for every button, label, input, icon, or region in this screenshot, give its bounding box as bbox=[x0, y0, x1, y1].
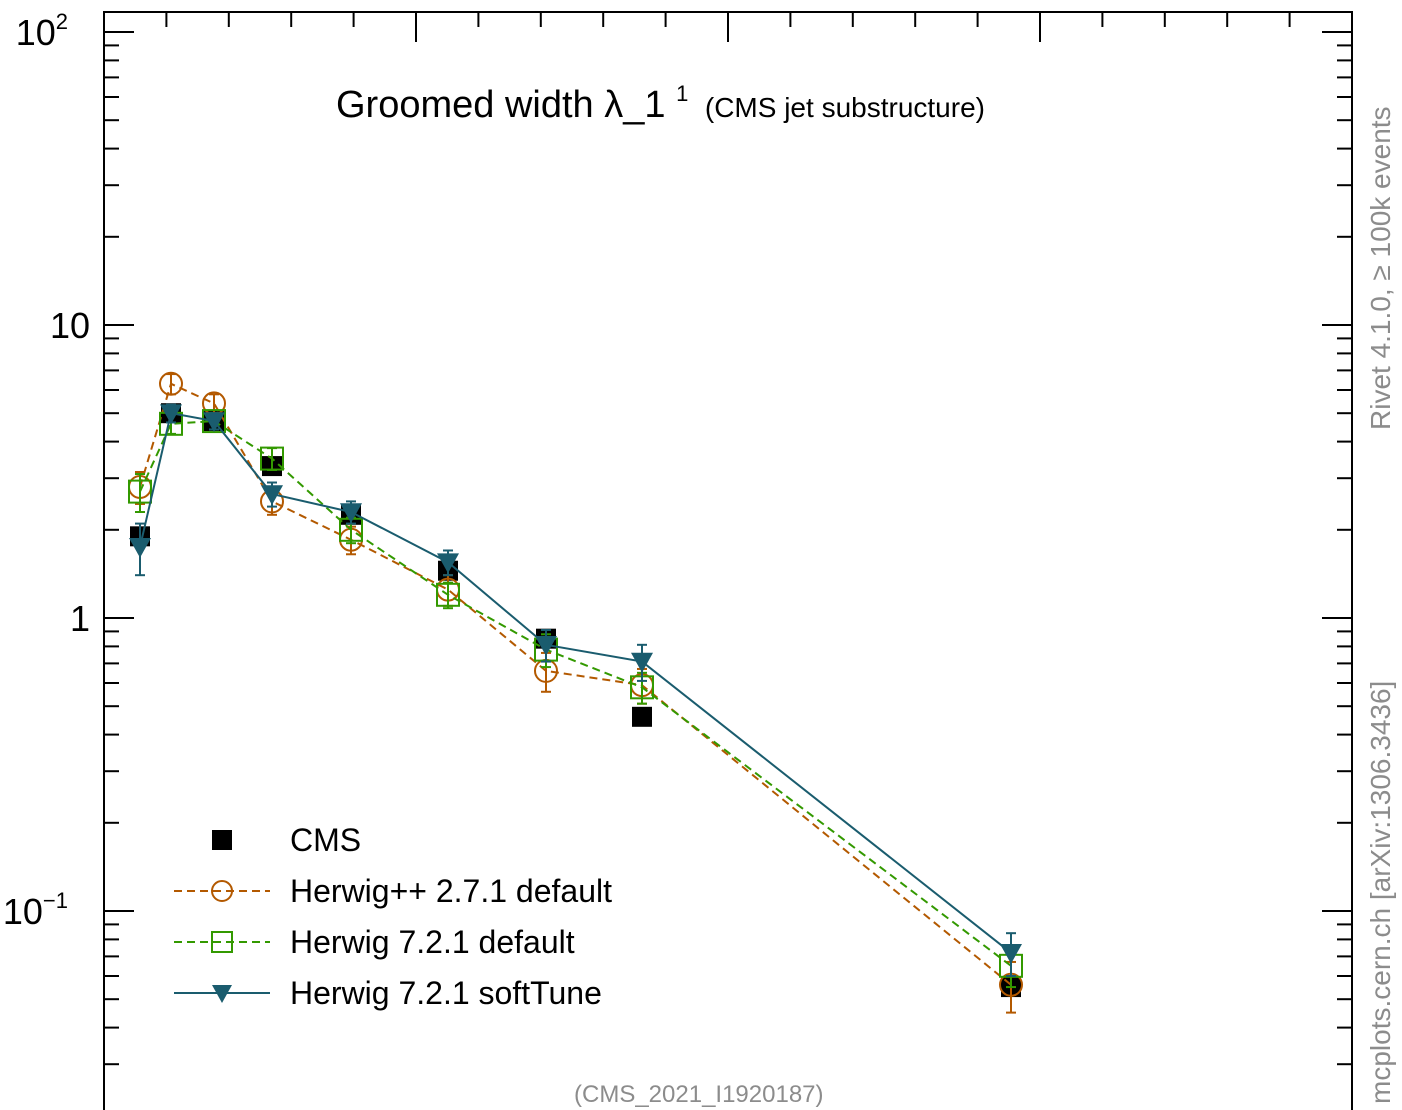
legend-entry: Herwig 7.2.1 softTune bbox=[174, 975, 602, 1011]
data-point bbox=[1000, 944, 1022, 964]
data-point bbox=[631, 652, 653, 673]
legend-marker bbox=[212, 830, 232, 850]
y-axis-labels: 102 10 1 10−1 bbox=[3, 9, 90, 932]
legend-marker bbox=[211, 880, 233, 902]
data-point bbox=[260, 446, 284, 471]
legend-marker bbox=[212, 985, 232, 1003]
legend-label: CMS bbox=[290, 822, 361, 858]
data-point bbox=[436, 582, 460, 607]
legend-marker bbox=[211, 931, 233, 953]
legend-entry: Herwig++ 2.7.1 default bbox=[174, 873, 612, 909]
series-group bbox=[128, 371, 1023, 1014]
side-label-rivet: Rivet 4.1.0, ≥ 100k events bbox=[1365, 106, 1396, 430]
data-point bbox=[261, 485, 283, 505]
data-point bbox=[128, 479, 152, 504]
data-point bbox=[129, 537, 151, 558]
legend-label: Herwig 7.2.1 default bbox=[290, 924, 575, 960]
y-tick-label: 1 bbox=[70, 598, 90, 639]
legend-entry: CMS bbox=[212, 822, 361, 858]
y-tick-label: 10−1 bbox=[3, 888, 68, 932]
chart-title: Groomed width λ_1 1 (CMS jet substructur… bbox=[336, 68, 985, 126]
legend-entry: Herwig 7.2.1 default bbox=[174, 924, 575, 960]
legend-label: Herwig 7.2.1 softTune bbox=[290, 975, 602, 1011]
legend: CMS Herwig++ 2.7.1 default Herwig 7.2.1 de… bbox=[174, 822, 612, 1011]
data-point bbox=[632, 706, 652, 727]
series-3 bbox=[129, 403, 1022, 978]
analysis-id: (CMS_2021_I1920187) bbox=[574, 1081, 824, 1108]
legend-label: Herwig++ 2.7.1 default bbox=[290, 873, 612, 909]
data-point bbox=[437, 553, 459, 574]
data-point bbox=[160, 404, 182, 425]
data-point bbox=[159, 371, 183, 396]
axis-ticks bbox=[103, 12, 1353, 1066]
data-point bbox=[535, 636, 557, 656]
side-label-mcplots: mcplots.cern.ch [arXiv:1306.3436] bbox=[1365, 681, 1396, 1104]
y-tick-label: 102 bbox=[16, 9, 68, 53]
data-point bbox=[203, 412, 225, 433]
data-point bbox=[340, 503, 362, 524]
y-tick-label: 10 bbox=[50, 305, 90, 346]
